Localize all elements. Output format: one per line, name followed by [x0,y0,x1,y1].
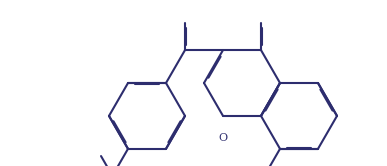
Text: O: O [218,133,227,143]
